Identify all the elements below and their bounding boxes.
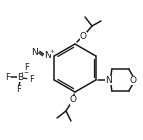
Text: N: N: [105, 75, 112, 85]
Text: B: B: [17, 73, 23, 81]
Text: O: O: [129, 75, 136, 85]
Text: +: +: [49, 48, 54, 53]
Text: O: O: [69, 95, 77, 104]
Text: −: −: [23, 69, 29, 74]
Text: N: N: [44, 51, 51, 60]
Text: F: F: [17, 85, 21, 94]
Text: N: N: [31, 47, 38, 57]
Text: O: O: [80, 32, 87, 40]
Text: F: F: [30, 74, 34, 83]
Text: F: F: [25, 62, 29, 72]
Text: F: F: [6, 73, 10, 81]
